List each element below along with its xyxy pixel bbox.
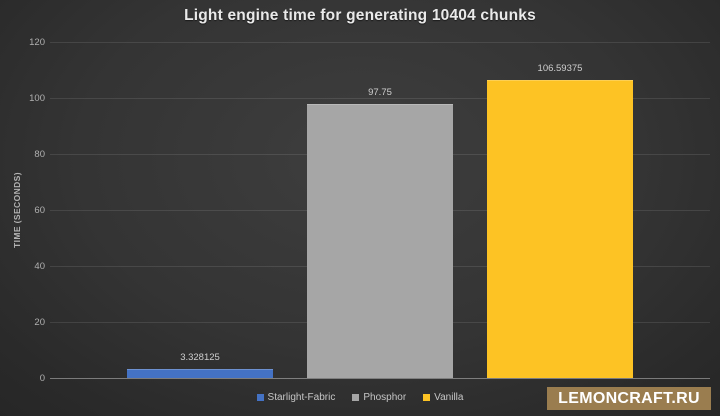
value-label-vanilla: 106.59375 bbox=[537, 63, 583, 74]
legend-label-phosphor: Phosphor bbox=[363, 392, 407, 403]
value-label-starlight-fabric: 3.328125 bbox=[180, 352, 220, 363]
legend-item-vanilla: Vanilla bbox=[423, 392, 463, 403]
legend-swatch-phosphor-icon bbox=[352, 394, 360, 401]
y-tick-label-0: 0 bbox=[39, 372, 45, 384]
legend-swatch-vanilla-icon bbox=[423, 394, 431, 401]
bar-vanilla bbox=[487, 80, 633, 378]
bar-phosphor bbox=[307, 104, 453, 378]
legend-label-vanilla: Vanilla bbox=[434, 392, 464, 403]
bar-starlight-fabric bbox=[127, 369, 273, 378]
y-tick-label-60: 60 bbox=[34, 204, 45, 216]
legend-swatch-starlight-fabric-icon bbox=[256, 394, 264, 401]
gridline-120 bbox=[50, 42, 710, 43]
legend-item-starlight-fabric: Starlight-Fabric bbox=[256, 392, 336, 403]
y-tick-label-80: 80 bbox=[34, 148, 45, 160]
legend-item-phosphor: Phosphor bbox=[352, 392, 406, 403]
chart-title: Light engine time for generating 10404 c… bbox=[184, 7, 536, 24]
y-tick-label-120: 120 bbox=[29, 36, 45, 48]
gridline-100 bbox=[50, 98, 710, 99]
y-tick-label-40: 40 bbox=[34, 260, 45, 272]
legend-label-starlight-fabric: Starlight-Fabric bbox=[267, 392, 336, 403]
y-tick-label-100: 100 bbox=[29, 92, 45, 104]
legend: Starlight-Fabric Phosphor Vanilla bbox=[0, 392, 720, 403]
value-label-phosphor: 97.75 bbox=[368, 87, 392, 98]
x-axis-line bbox=[50, 378, 710, 379]
y-tick-label-20: 20 bbox=[34, 316, 45, 328]
watermark-badge: LEMONCRAFT.RU bbox=[547, 387, 711, 410]
